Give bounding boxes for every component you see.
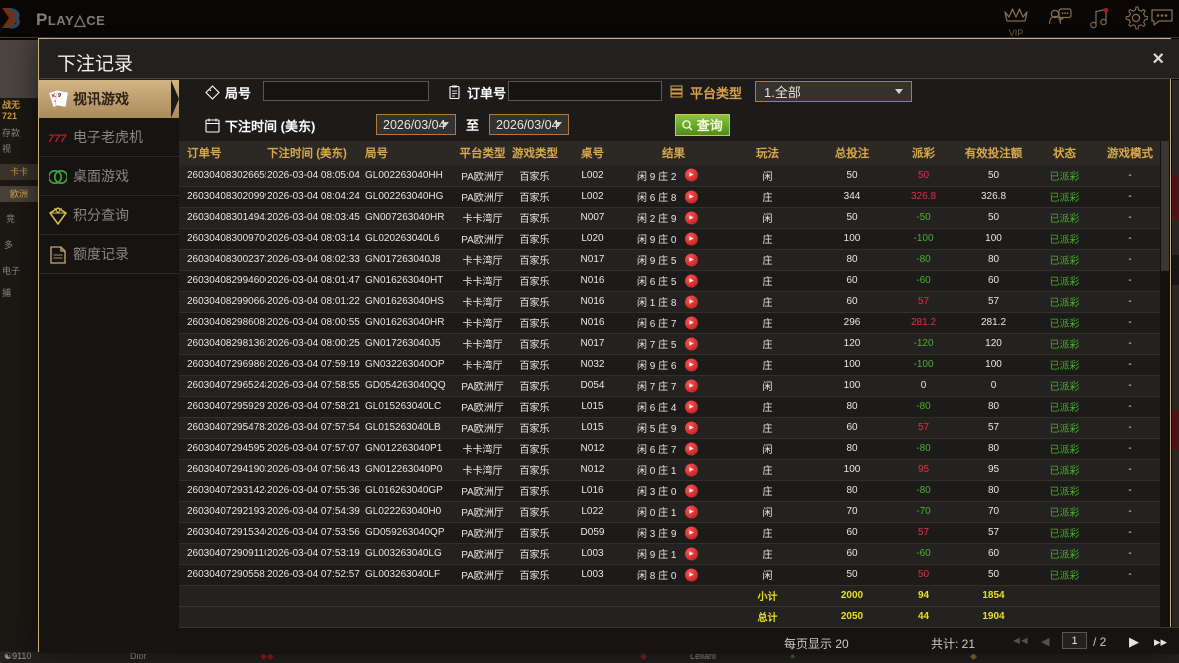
svg-text:777: 777: [48, 133, 67, 145]
